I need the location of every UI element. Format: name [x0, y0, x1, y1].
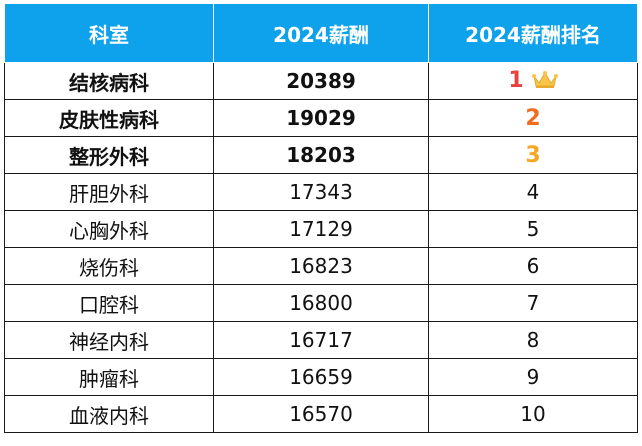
salary-cell: 18203: [213, 136, 429, 174]
table-header-row: 科室 2024薪酬 2024薪酬排名: [4, 3, 638, 63]
rank-value: 2: [525, 105, 541, 131]
crown-icon: [531, 70, 558, 94]
department-cell: 心胸外科: [4, 210, 214, 248]
header-salary-rank: 2024薪酬排名: [428, 3, 638, 63]
salary-cell: 16570: [213, 395, 429, 433]
table-row: 口腔科 16800 7: [4, 284, 638, 322]
department-cell: 口腔科: [4, 284, 214, 322]
table-row: 烧伤科 16823 6: [4, 247, 638, 285]
table-row: 皮肤性病科 19029 2: [4, 99, 638, 137]
rank-cell: 4: [428, 173, 638, 211]
salary-cell: 17343: [213, 173, 429, 211]
rank-cell: 2: [428, 99, 638, 137]
salary-cell: 16717: [213, 321, 429, 359]
rank-cell: 6: [428, 247, 638, 285]
rank-value: 1: [508, 68, 524, 93]
table-row: 肿瘤科 16659 9: [4, 358, 638, 396]
rank-cell: 8: [428, 321, 638, 359]
table-row: 结核病科 20389 1: [4, 62, 638, 100]
department-cell: 肿瘤科: [4, 358, 214, 396]
department-cell: 结核病科: [4, 62, 214, 100]
salary-cell: 16823: [213, 247, 429, 285]
salary-cell: 16659: [213, 358, 429, 396]
salary-cell: 17129: [213, 210, 429, 248]
department-cell: 神经内科: [4, 321, 214, 359]
rank-cell: 5: [428, 210, 638, 248]
header-department: 科室: [4, 3, 214, 63]
rank-cell: 1: [428, 62, 638, 100]
salary-cell: 20389: [213, 62, 429, 100]
rank-cell: 10: [428, 395, 638, 433]
rank-cell: 3: [428, 136, 638, 174]
salary-cell: 16800: [213, 284, 429, 322]
department-cell: 血液内科: [4, 395, 214, 433]
salary-cell: 19029: [213, 99, 429, 137]
department-cell: 烧伤科: [4, 247, 214, 285]
table-row: 整形外科 18203 3: [4, 136, 638, 174]
rank-cell: 7: [428, 284, 638, 322]
rank-value: 3: [525, 142, 541, 168]
department-cell: 肝胆外科: [4, 173, 214, 211]
department-cell: 皮肤性病科: [4, 99, 214, 137]
salary-ranking-table: 科室 2024薪酬 2024薪酬排名 结核病科 20389 1 皮肤性病科 19…: [4, 3, 638, 433]
table-row: 心胸外科 17129 5: [4, 210, 638, 248]
table-row: 神经内科 16717 8: [4, 321, 638, 359]
header-salary: 2024薪酬: [213, 3, 429, 63]
department-cell: 整形外科: [4, 136, 214, 174]
table-row: 肝胆外科 17343 4: [4, 173, 638, 211]
rank-cell: 9: [428, 358, 638, 396]
table-row: 血液内科 16570 10: [4, 395, 638, 433]
